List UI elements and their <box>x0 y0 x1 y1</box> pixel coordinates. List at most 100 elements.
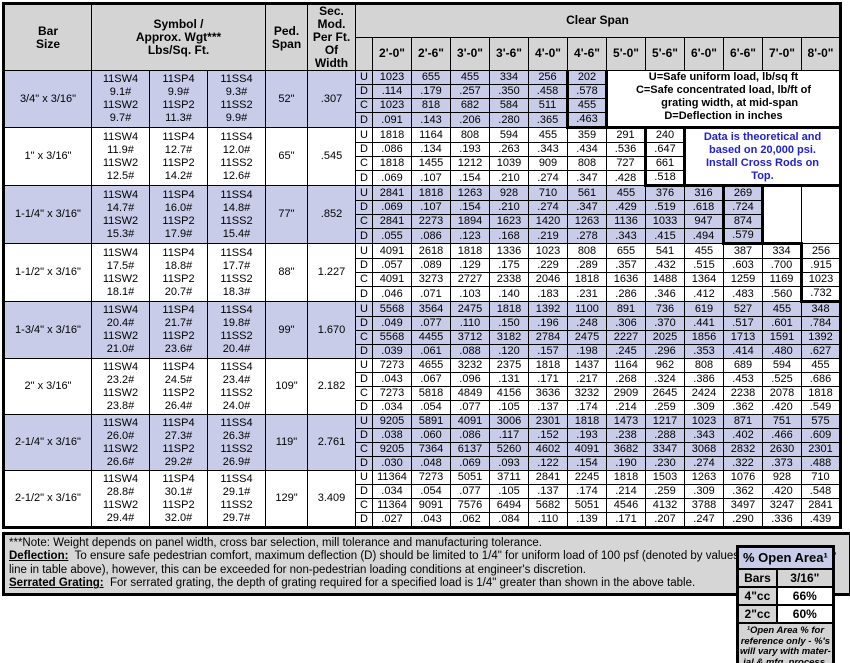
load-value: .915 <box>800 258 841 273</box>
load-value: 1263 <box>450 185 490 201</box>
note-serrated-text: For serrated grating, the depth of grati… <box>103 577 696 590</box>
load-value: .578 <box>566 84 607 99</box>
load-value: .096 <box>450 372 490 387</box>
load-value: 3232 <box>567 386 607 401</box>
load-value: 947 <box>684 214 724 229</box>
load-value: .168 <box>489 228 529 244</box>
load-value: .420 <box>762 484 802 499</box>
load-value: .259 <box>645 484 685 499</box>
load-value: .373 <box>762 456 802 471</box>
load-value: 928 <box>489 185 529 201</box>
load-value: .549 <box>801 400 841 415</box>
load-value: 4849 <box>450 386 490 401</box>
load-type-label: D <box>355 316 373 331</box>
symbol-weight-cell: 11SS4 23.4# 11SS2 24.0# <box>207 358 266 415</box>
load-value: 9091 <box>411 498 451 513</box>
load-value: 3232 <box>450 358 490 373</box>
load-value: 348 <box>801 301 841 317</box>
load-value: .198 <box>567 344 607 359</box>
load-value: .131 <box>489 372 529 387</box>
load-value: 1164 <box>606 358 646 373</box>
load-value: .525 <box>762 372 802 387</box>
load-value: .784 <box>801 316 841 331</box>
load-value: .043 <box>372 372 412 387</box>
load-value: 7364 <box>411 442 451 457</box>
load-value: .724 <box>722 200 763 215</box>
load-value: 4602 <box>528 442 568 457</box>
load-value: 1818 <box>606 470 646 485</box>
load-type-label: C <box>355 98 373 113</box>
load-value: 541 <box>645 243 685 259</box>
symbol-weight-cell: 11SS4 14.8# 11SS2 15.4# <box>207 185 266 244</box>
load-value: .196 <box>528 316 568 331</box>
load-value: 5682 <box>528 498 568 513</box>
load-value: 1437 <box>567 358 607 373</box>
load-value: .353 <box>684 344 724 359</box>
load-value: .248 <box>567 316 607 331</box>
load-value: 2475 <box>450 301 490 317</box>
load-value: .441 <box>684 316 724 331</box>
col-header-ped-span: Ped. Span <box>265 3 308 71</box>
load-value: .027 <box>372 512 412 528</box>
load-value: 808 <box>567 156 607 171</box>
load-value: .089 <box>411 258 451 273</box>
symbol-weight-cell: 11SP4 30.1# 11SP2 32.0# <box>149 470 208 528</box>
load-value: .268 <box>606 372 646 387</box>
load-type-label: C <box>355 386 373 401</box>
load-value: 1263 <box>684 470 724 485</box>
load-value: .175 <box>489 258 529 273</box>
load-value: 11364 <box>372 470 412 485</box>
load-value: 455 <box>566 98 607 113</box>
symbol-weight-cell: 11SW4 9.1# 11SW2 9.7# <box>91 70 150 128</box>
load-type-label: D <box>355 456 373 471</box>
load-value: .054 <box>411 400 451 415</box>
load-value: .601 <box>762 316 802 331</box>
load-value: .288 <box>645 428 685 443</box>
load-value: 2841 <box>528 470 568 485</box>
load-value: .150 <box>489 316 529 331</box>
legend-box: U=Safe uniform load, lb/sq ft C=Safe con… <box>605 70 841 129</box>
span-header: 4'-0" <box>528 36 568 71</box>
load-value: 202 <box>566 70 607 85</box>
load-value: .627 <box>801 344 841 359</box>
load-value: .120 <box>489 344 529 359</box>
load-value: .518 <box>644 170 685 187</box>
load-value: .343 <box>684 428 724 443</box>
sec-mod-cell: .307 <box>307 70 356 128</box>
load-value: .519 <box>645 200 685 215</box>
load-value: 3636 <box>528 386 568 401</box>
note-deflection-text: To ensure safe pedestrian comfort, maxim… <box>9 550 837 576</box>
load-value: .548 <box>801 484 841 499</box>
symbol-weight-cell: 11SP4 21.7# 11SP2 23.6# <box>149 301 208 359</box>
load-value: 1856 <box>684 330 724 345</box>
open-area-col-size: 3/16" <box>775 568 835 588</box>
load-value: .402 <box>723 428 763 443</box>
load-value: .280 <box>489 112 529 128</box>
load-value: .370 <box>645 316 685 331</box>
load-value: .174 <box>567 400 607 415</box>
load-value: .103 <box>450 286 490 302</box>
load-value: 1636 <box>606 272 646 287</box>
load-value: .362 <box>723 484 763 499</box>
load-value: 5891 <box>411 414 451 429</box>
load-value: .263 <box>489 142 529 157</box>
load-value: .179 <box>411 84 451 99</box>
open-area-col-bars: Bars <box>736 568 778 588</box>
load-value: .428 <box>606 170 646 186</box>
load-value: 594 <box>489 127 529 143</box>
load-value: .346 <box>645 286 685 302</box>
load-value: .030 <box>372 456 412 471</box>
load-value: 3711 <box>489 470 529 485</box>
load-type-label: U <box>355 301 373 317</box>
load-value: .067 <box>411 372 451 387</box>
load-value: 3273 <box>411 272 451 287</box>
load-type-label: C <box>355 330 373 345</box>
load-value: 359 <box>567 127 607 143</box>
load-value: .214 <box>606 400 646 415</box>
span-header: 3'-0" <box>450 36 490 71</box>
load-value: .207 <box>645 512 685 528</box>
load-value: 710 <box>528 185 568 201</box>
load-value: 4132 <box>645 498 685 513</box>
span-header: 8'-0" <box>801 36 841 71</box>
load-value: .210 <box>489 170 529 186</box>
